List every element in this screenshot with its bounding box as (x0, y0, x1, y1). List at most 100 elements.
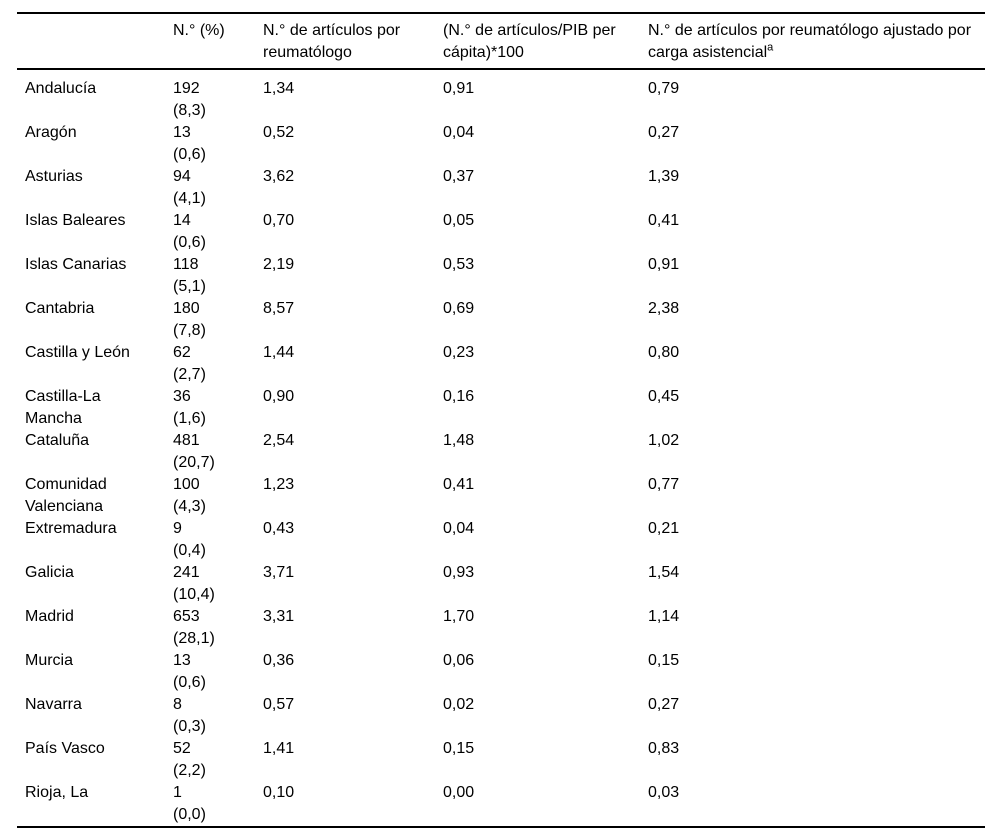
table-row: Navarra 8 (0,3) 0,57 0,02 0,27 (17, 694, 985, 738)
articles-per-gdp-value: 0,41 (443, 476, 475, 493)
header-row: N.° (%) N.° de artículos por reumatólogo… (17, 13, 985, 69)
adjusted-care-load-value: 0,45 (648, 388, 680, 405)
articles-per-rheumatologist-value: 3,31 (263, 608, 295, 625)
n-value: 94 (173, 168, 191, 185)
region-name: Asturias (25, 168, 83, 185)
pct-value: (5,1) (173, 278, 206, 295)
articles-per-gdp-value: 1,48 (443, 432, 475, 449)
region-name: Castilla-La Mancha (25, 388, 101, 427)
pct-value: (0,0) (173, 806, 206, 823)
n-value: 192 (173, 80, 200, 97)
adjusted-care-load-value: 0,79 (648, 80, 680, 97)
n-pct-cell: 13 (0,6) (173, 122, 263, 166)
n-pct-cell: 180 (7,8) (173, 298, 263, 342)
n-pct-cell: 100 (4,3) (173, 474, 263, 518)
table-row: Comunidad Valenciana 100 (4,3) 1,23 0,41… (17, 474, 985, 518)
n-pct-cell: 192 (8,3) (173, 69, 263, 122)
n-pct-cell: 481 (20,7) (173, 430, 263, 474)
adjusted-care-load-value: 1,39 (648, 168, 680, 185)
articles-per-gdp-value: 1,70 (443, 608, 475, 625)
articles-per-gdp-value: 0,04 (443, 124, 475, 141)
articles-per-rheumatologist-value: 1,44 (263, 344, 295, 361)
table-row: Extremadura 9 (0,4) 0,43 0,04 0,21 (17, 518, 985, 562)
pct-value: (0,4) (173, 542, 206, 559)
table-row: Castilla-La Mancha 36 (1,6) 0,90 0,16 0,… (17, 386, 985, 430)
adjusted-care-load-value: 1,14 (648, 608, 680, 625)
region-name: Aragón (25, 124, 77, 141)
region-name: Navarra (25, 696, 82, 713)
articles-per-rheumatologist-value: 0,36 (263, 652, 295, 669)
table-row: Galicia 241 (10,4) 3,71 0,93 1,54 (17, 562, 985, 606)
table-body: Andalucía 192 (8,3) 1,34 0,91 0,79 Aragó… (17, 69, 985, 827)
n-value: 100 (173, 476, 200, 493)
table-row: Cataluña 481 (20,7) 2,54 1,48 1,02 (17, 430, 985, 474)
articles-per-rheumatologist-value: 8,57 (263, 300, 295, 317)
adjusted-care-load-value: 0,77 (648, 476, 680, 493)
adjusted-care-load-value: 1,54 (648, 564, 680, 581)
articles-per-rheumatologist-value: 1,23 (263, 476, 295, 493)
table-row: Madrid 653 (28,1) 3,31 1,70 1,14 (17, 606, 985, 650)
n-pct-cell: 241 (10,4) (173, 562, 263, 606)
pct-value: (20,7) (173, 454, 215, 471)
n-value: 481 (173, 432, 200, 449)
n-value: 62 (173, 344, 191, 361)
table-row: Rioja, La 1 (0,0) 0,10 0,00 0,03 (17, 782, 985, 827)
n-value: 13 (173, 124, 191, 141)
articles-per-gdp-value: 0,37 (443, 168, 475, 185)
articles-per-rheumatologist-value: 0,90 (263, 388, 295, 405)
articles-per-rheumatologist-value: 2,19 (263, 256, 295, 273)
articles-per-rheumatologist-value: 3,71 (263, 564, 295, 581)
adjusted-care-load-value: 0,27 (648, 124, 680, 141)
n-value: 52 (173, 740, 191, 757)
pct-value: (7,8) (173, 322, 206, 339)
region-name: Madrid (25, 608, 74, 625)
region-name: Rioja, La (25, 784, 89, 801)
table-row: Aragón 13 (0,6) 0,52 0,04 0,27 (17, 122, 985, 166)
regions-articles-table: N.° (%) N.° de artículos por reumatólogo… (17, 12, 985, 828)
region-name: Islas Baleares (25, 212, 126, 229)
n-pct-cell: 118 (5,1) (173, 254, 263, 298)
articles-per-rheumatologist-value: 0,57 (263, 696, 295, 713)
adjusted-care-load-value: 0,91 (648, 256, 680, 273)
table-row: Cantabria 180 (7,8) 8,57 0,69 2,38 (17, 298, 985, 342)
pct-value: (0,3) (173, 718, 206, 735)
col-header-articles-per-rheumatologist: N.° de artículos por reumatólogo (263, 22, 401, 61)
articles-per-rheumatologist-value: 0,43 (263, 520, 295, 537)
region-name: Cantabria (25, 300, 95, 317)
n-value: 653 (173, 608, 200, 625)
n-pct-cell: 52 (2,2) (173, 738, 263, 782)
adjusted-care-load-value: 0,15 (648, 652, 680, 669)
adjusted-care-load-value: 0,27 (648, 696, 680, 713)
n-pct-cell: 14 (0,6) (173, 210, 263, 254)
articles-per-rheumatologist-value: 0,10 (263, 784, 295, 801)
n-value: 36 (173, 388, 191, 405)
articles-per-rheumatologist-value: 1,41 (263, 740, 295, 757)
pct-value: (28,1) (173, 630, 215, 647)
articles-per-rheumatologist-value: 2,54 (263, 432, 295, 449)
n-pct-cell: 94 (4,1) (173, 166, 263, 210)
pct-value: (4,1) (173, 190, 206, 207)
n-value: 14 (173, 212, 191, 229)
col-header-adjusted-text: N.° de artículos por reumatólogo ajustad… (648, 22, 972, 61)
adjusted-care-load-value: 2,38 (648, 300, 680, 317)
pct-value: (8,3) (173, 102, 206, 119)
adjusted-care-load-value: 0,83 (648, 740, 680, 757)
footnote-marker-a: a (767, 41, 774, 54)
table-row: Islas Canarias 118 (5,1) 2,19 0,53 0,91 (17, 254, 985, 298)
table-row: Murcia 13 (0,6) 0,36 0,06 0,15 (17, 650, 985, 694)
table-row: Islas Baleares 14 (0,6) 0,70 0,05 0,41 (17, 210, 985, 254)
articles-per-gdp-value: 0,00 (443, 784, 475, 801)
n-pct-cell: 13 (0,6) (173, 650, 263, 694)
adjusted-care-load-value: 0,41 (648, 212, 680, 229)
articles-per-gdp-value: 0,53 (443, 256, 475, 273)
pct-value: (2,7) (173, 366, 206, 383)
articles-per-rheumatologist-value: 3,62 (263, 168, 295, 185)
n-value: 1 (173, 784, 182, 801)
articles-per-rheumatologist-value: 0,52 (263, 124, 295, 141)
articles-per-gdp-value: 0,16 (443, 388, 475, 405)
table-row: Andalucía 192 (8,3) 1,34 0,91 0,79 (17, 69, 985, 122)
articles-per-gdp-value: 0,06 (443, 652, 475, 669)
region-name: País Vasco (25, 740, 105, 757)
articles-per-gdp-value: 0,05 (443, 212, 475, 229)
